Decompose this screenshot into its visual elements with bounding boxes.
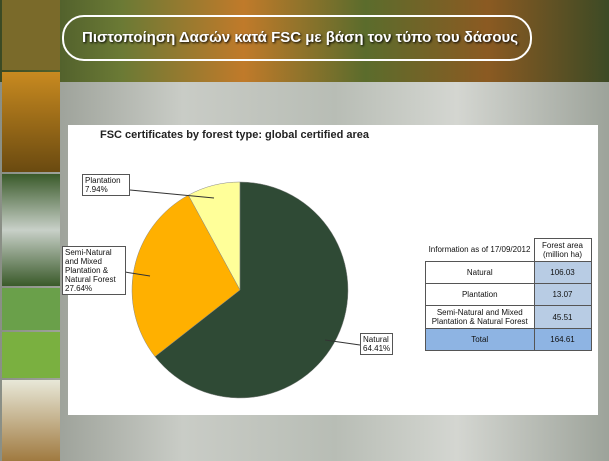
data-table: Information as of 17/09/2012 Forest area … — [425, 238, 592, 351]
table-cell: 164.61 — [533, 328, 592, 351]
table-cell: Plantation — [425, 283, 535, 306]
leader-line — [324, 339, 361, 346]
table-cell: 13.07 — [533, 283, 592, 306]
table-cell: 45.51 — [533, 305, 592, 329]
table-cell: Natural — [425, 261, 535, 284]
table-header: Information as of 17/09/2012 — [428, 245, 531, 255]
chart-title: FSC certificates by forest type: global … — [100, 129, 369, 141]
table-cell: 106.03 — [533, 261, 592, 284]
pie-label: Natural 64.41% — [360, 333, 394, 355]
header-band — [0, 0, 609, 82]
table-cell: Total — [425, 328, 535, 351]
leader-line — [124, 271, 151, 277]
table-header: Forest area (million ha) — [533, 238, 592, 262]
pie-label: Semi-Natural and Mixed Plantation & Natu… — [62, 246, 126, 295]
leader-line — [129, 189, 215, 199]
table-cell: Semi-Natural and Mixed Plantation & Natu… — [425, 305, 535, 329]
photo-strip — [0, 0, 62, 461]
pie-label: Plantation 7.94% — [82, 174, 130, 196]
slide-title: Πιστοποίηση Δασών κατά FSC με βάση τον τ… — [62, 15, 532, 61]
pie-slice — [131, 194, 241, 357]
pie-slice — [154, 181, 349, 399]
